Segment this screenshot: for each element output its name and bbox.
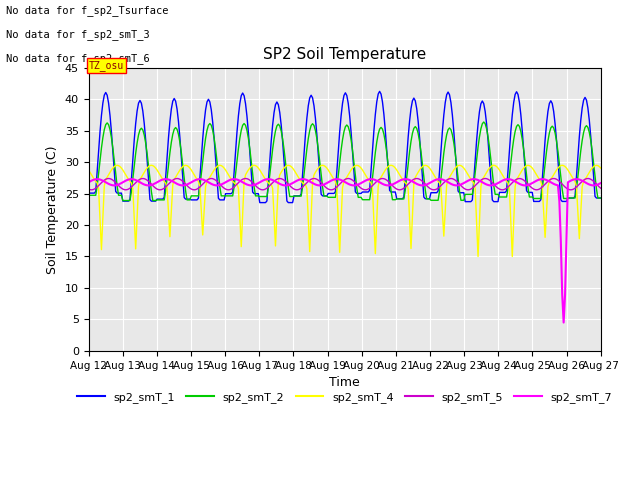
sp2_smT_4	[474, 253, 482, 259]
sp2_smT_7	[256, 180, 264, 185]
sp2_smT_2	[572, 195, 579, 201]
sp2_smT_5	[312, 176, 319, 181]
sp2_smT_1	[256, 200, 264, 205]
sp2_smT_2	[264, 185, 272, 191]
sp2_smT_2	[256, 193, 264, 199]
Line: sp2_smT_5: sp2_smT_5	[88, 179, 601, 190]
sp2_smT_7	[149, 181, 157, 187]
sp2_smT_7	[572, 176, 579, 182]
sp2_smT_7	[310, 181, 318, 187]
sp2_smT_2	[84, 192, 92, 198]
Line: sp2_smT_4: sp2_smT_4	[88, 165, 601, 256]
Text: No data for f_sp2_Tsurface: No data for f_sp2_Tsurface	[6, 5, 169, 16]
sp2_smT_4	[239, 210, 246, 216]
Text: No data for f_sp2_smT_6: No data for f_sp2_smT_6	[6, 53, 150, 64]
sp2_smT_5	[257, 187, 265, 192]
sp2_smT_5	[240, 176, 248, 181]
sp2_smT_1	[310, 103, 318, 108]
sp2_smT_4	[149, 163, 157, 168]
sp2_smT_5	[150, 184, 158, 190]
sp2_smT_4	[113, 162, 121, 168]
sp2_smT_2	[239, 122, 246, 128]
sp2_smT_1	[255, 191, 262, 196]
sp2_smT_7	[84, 180, 92, 185]
Y-axis label: Soil Temperature (C): Soil Temperature (C)	[46, 145, 59, 274]
sp2_smT_1	[237, 93, 245, 98]
sp2_smT_7	[264, 176, 272, 182]
sp2_smT_5	[88, 187, 95, 192]
sp2_smT_4	[597, 165, 605, 171]
sp2_smT_1	[597, 195, 605, 201]
sp2_smT_5	[105, 176, 113, 181]
sp2_smT_4	[84, 167, 92, 173]
Text: No data for f_sp2_smT_3: No data for f_sp2_smT_3	[6, 29, 150, 40]
sp2_smT_7	[560, 320, 568, 325]
sp2_smT_2	[597, 195, 605, 201]
sp2_smT_5	[597, 185, 605, 191]
sp2_smT_2	[480, 119, 488, 125]
sp2_smT_7	[239, 180, 246, 185]
sp2_smT_4	[256, 167, 264, 173]
sp2_smT_4	[264, 180, 272, 186]
sp2_smT_5	[572, 185, 579, 191]
sp2_smT_5	[84, 186, 92, 192]
Line: sp2_smT_1: sp2_smT_1	[88, 91, 601, 203]
sp2_smT_2	[149, 198, 157, 204]
sp2_smT_7	[597, 180, 605, 186]
sp2_smT_5	[266, 183, 274, 189]
sp2_smT_2	[310, 122, 318, 128]
Line: sp2_smT_7: sp2_smT_7	[88, 179, 601, 323]
sp2_smT_4	[572, 179, 579, 184]
X-axis label: Time: Time	[330, 376, 360, 389]
Line: sp2_smT_2: sp2_smT_2	[88, 122, 601, 201]
sp2_smT_1	[148, 198, 156, 204]
Text: TZ_osu: TZ_osu	[88, 60, 124, 71]
sp2_smT_7	[93, 176, 101, 182]
sp2_smT_1	[376, 88, 383, 94]
sp2_smT_4	[310, 172, 318, 178]
sp2_smT_1	[264, 178, 272, 183]
Title: SP2 Soil Temperature: SP2 Soil Temperature	[263, 48, 426, 62]
sp2_smT_2	[119, 198, 127, 204]
sp2_smT_1	[84, 190, 92, 196]
sp2_smT_1	[572, 193, 579, 199]
Legend: sp2_smT_1, sp2_smT_2, sp2_smT_4, sp2_smT_5, sp2_smT_7: sp2_smT_1, sp2_smT_2, sp2_smT_4, sp2_smT…	[72, 388, 617, 408]
